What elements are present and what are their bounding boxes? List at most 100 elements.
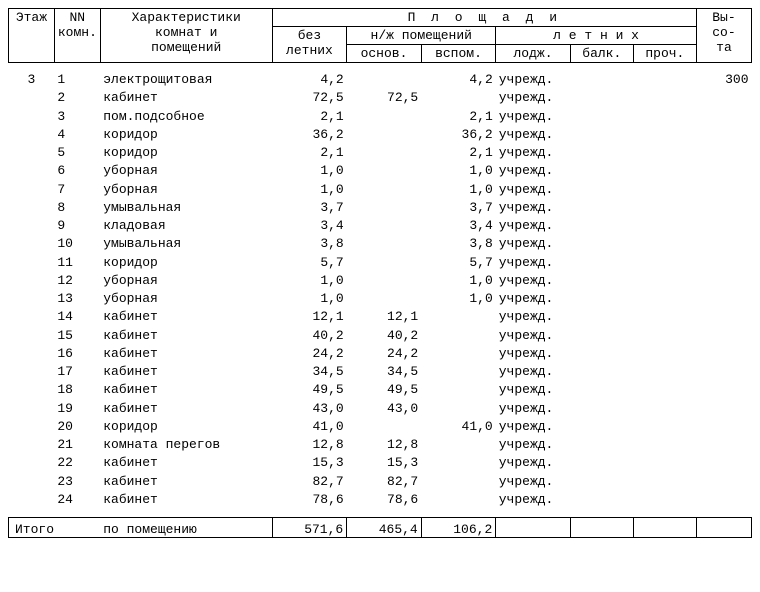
- cell-bez: 5,7: [272, 254, 347, 272]
- cell-balk: [570, 162, 633, 180]
- cell-type: учрежд.: [496, 327, 571, 345]
- table-row: 4коридор36,236,2учрежд.: [9, 126, 752, 144]
- cell-nn: 17: [54, 363, 100, 381]
- cell-type: учрежд.: [496, 272, 571, 290]
- cell-proch: [633, 217, 696, 235]
- hdr-floor: Этаж: [9, 9, 55, 63]
- cell-type: учрежд.: [496, 71, 571, 89]
- cell-nn: 19: [54, 400, 100, 418]
- cell-floor: [9, 308, 55, 326]
- cell-osnov: [347, 108, 422, 126]
- hdr-height: Вы- со- та: [696, 9, 751, 63]
- cell-floor: [9, 473, 55, 491]
- cell-proch: [633, 272, 696, 290]
- cell-bez: 1,0: [272, 272, 347, 290]
- cell-height: [696, 473, 751, 491]
- table-row: 12уборная1,01,0учрежд.: [9, 272, 752, 290]
- cell-balk: [570, 345, 633, 363]
- cell-floor: [9, 162, 55, 180]
- hdr-letnih: л е т н и х: [496, 27, 697, 45]
- cell-balk: [570, 491, 633, 509]
- cell-floor: 3: [9, 71, 55, 89]
- cell-height: [696, 217, 751, 235]
- cell-osnov: [347, 71, 422, 89]
- table-row: 5коридор2,12,1учрежд.: [9, 144, 752, 162]
- cell-bez: 1,0: [272, 181, 347, 199]
- cell-osnov: [347, 144, 422, 162]
- totals-sub: по помещению: [100, 518, 272, 538]
- cell-floor: [9, 363, 55, 381]
- cell-floor: [9, 126, 55, 144]
- cell-room-name: кабинет: [100, 89, 272, 107]
- cell-nn: 12: [54, 272, 100, 290]
- cell-bez: 41,0: [272, 418, 347, 436]
- cell-vspom: [421, 381, 496, 399]
- cell-proch: [633, 290, 696, 308]
- cell-floor: [9, 491, 55, 509]
- cell-osnov: [347, 235, 422, 253]
- cell-height: [696, 381, 751, 399]
- cell-floor: [9, 400, 55, 418]
- cell-nn: 9: [54, 217, 100, 235]
- cell-balk: [570, 473, 633, 491]
- cell-floor: [9, 199, 55, 217]
- cell-osnov: [347, 418, 422, 436]
- cell-osnov: [347, 290, 422, 308]
- cell-vspom: 1,0: [421, 272, 496, 290]
- cell-balk: [570, 254, 633, 272]
- cell-room-name: кабинет: [100, 491, 272, 509]
- cell-bez: 1,0: [272, 162, 347, 180]
- table-row: 15кабинет40,240,2учрежд.: [9, 327, 752, 345]
- cell-type: учрежд.: [496, 108, 571, 126]
- table-row: 10умывальная3,83,8учрежд.: [9, 235, 752, 253]
- header-row-1: Этаж NN комн. Характеристики комнат и по…: [9, 9, 752, 27]
- totals-proch: [633, 518, 696, 538]
- cell-balk: [570, 71, 633, 89]
- cell-floor: [9, 144, 55, 162]
- table-row: 24кабинет78,678,6учрежд.: [9, 491, 752, 509]
- cell-height: [696, 290, 751, 308]
- cell-height: [696, 235, 751, 253]
- hdr-areas: П л о щ а д и: [272, 9, 696, 27]
- cell-nn: 21: [54, 436, 100, 454]
- table-row: 20коридор41,041,0учрежд.: [9, 418, 752, 436]
- cell-balk: [570, 290, 633, 308]
- cell-proch: [633, 327, 696, 345]
- cell-proch: [633, 181, 696, 199]
- totals-bez: 571,6: [272, 518, 347, 538]
- cell-osnov: 12,8: [347, 436, 422, 454]
- cell-room-name: электрощитовая: [100, 71, 272, 89]
- table-row: 7уборная1,01,0учрежд.: [9, 181, 752, 199]
- cell-bez: 36,2: [272, 126, 347, 144]
- cell-height: [696, 308, 751, 326]
- cell-proch: [633, 491, 696, 509]
- cell-floor: [9, 418, 55, 436]
- cell-bez: 34,5: [272, 363, 347, 381]
- cell-room-name: кабинет: [100, 345, 272, 363]
- cell-height: [696, 108, 751, 126]
- totals-lodzh: [496, 518, 571, 538]
- cell-vspom: 1,0: [421, 290, 496, 308]
- cell-room-name: уборная: [100, 162, 272, 180]
- cell-proch: [633, 254, 696, 272]
- cell-proch: [633, 308, 696, 326]
- cell-room-name: комната перегов: [100, 436, 272, 454]
- cell-height: [696, 181, 751, 199]
- cell-room-name: уборная: [100, 272, 272, 290]
- cell-osnov: 82,7: [347, 473, 422, 491]
- cell-room-name: уборная: [100, 181, 272, 199]
- hdr-bez: без летних: [272, 27, 347, 63]
- cell-floor: [9, 290, 55, 308]
- cell-vspom: 2,1: [421, 108, 496, 126]
- cell-vspom: [421, 454, 496, 472]
- cell-floor: [9, 454, 55, 472]
- hdr-balk: балк.: [570, 45, 633, 63]
- hdr-nn: NN комн.: [54, 9, 100, 63]
- cell-nn: 2: [54, 89, 100, 107]
- cell-room-name: пом.подсобное: [100, 108, 272, 126]
- cell-proch: [633, 71, 696, 89]
- table-row: 16кабинет24,224,2учрежд.: [9, 345, 752, 363]
- cell-room-name: кабинет: [100, 454, 272, 472]
- totals-vsp: 106,2: [421, 518, 496, 538]
- cell-floor: [9, 89, 55, 107]
